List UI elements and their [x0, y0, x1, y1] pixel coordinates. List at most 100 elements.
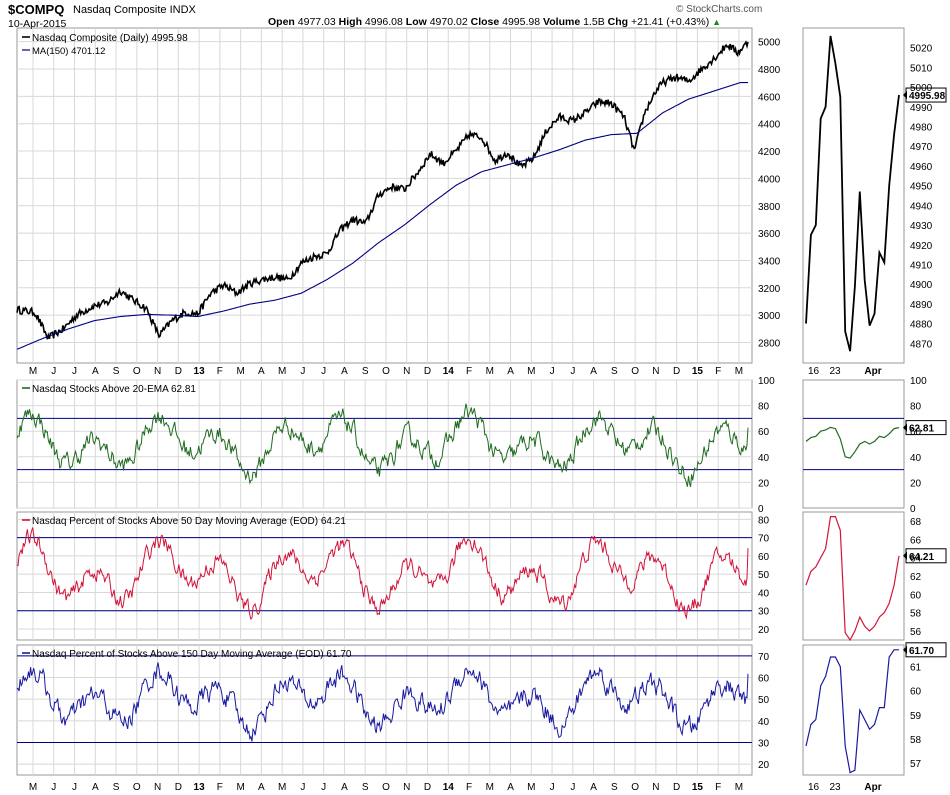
zoom-y-tick-label: 4910 — [910, 260, 933, 271]
watermark: © StockCharts.com — [676, 4, 763, 15]
pct150-series-line — [16, 662, 749, 742]
legend-price: Nasdaq Composite (Daily) 4995.98 — [32, 33, 188, 44]
x-tick-label: 14 — [443, 782, 455, 793]
last-value-pointer-icon — [903, 551, 907, 560]
y-tick-label: 4200 — [758, 147, 781, 158]
zoom-y-tick-label: 0 — [910, 504, 916, 515]
symbol: $COMPQ — [8, 2, 65, 17]
x-tick-label: N — [154, 366, 161, 377]
x-tick-label: J — [570, 782, 575, 793]
y-tick-label: 80 — [758, 402, 770, 413]
x-tick-label: O — [133, 782, 141, 793]
x-tick-label: A — [258, 782, 265, 793]
x-tick-label: F — [466, 366, 472, 377]
zoom-y-tick-label: 4870 — [910, 339, 933, 350]
x-tick-label: M — [278, 366, 286, 377]
x-tick-label: D — [673, 366, 680, 377]
volume-value: 1.5B — [583, 16, 605, 28]
x-tick-label: A — [507, 782, 514, 793]
y-tick-label: 4800 — [758, 65, 781, 76]
x-tick-label: S — [611, 782, 618, 793]
x-tick-label: M — [486, 782, 494, 793]
x-tick-label: S — [113, 366, 120, 377]
last-value-pointer-icon — [903, 91, 907, 100]
low-label: Low — [405, 16, 427, 28]
x-tick-label: O — [631, 782, 639, 793]
x-tick-label: J — [550, 366, 555, 377]
y-tick-label: 60 — [758, 552, 770, 563]
y-tick-label: 70 — [758, 534, 770, 545]
x-tick-label: M — [236, 366, 244, 377]
zoom-y-tick-label: 61 — [910, 663, 922, 674]
zoom-y-tick-label: 64 — [910, 554, 922, 565]
zoom-y-tick-label: 56 — [910, 627, 922, 638]
x-tick-label: N — [154, 782, 161, 793]
zoom-y-tick-label: 4890 — [910, 300, 933, 311]
last-value-text: 62.81 — [909, 424, 934, 435]
y-tick-label: 50 — [758, 570, 770, 581]
zoom-frame — [802, 644, 905, 776]
y-tick-label: 3400 — [758, 256, 781, 267]
y-tick-label: 3800 — [758, 202, 781, 213]
ma150-series-line — [16, 82, 748, 350]
x-tick-label: 14 — [443, 366, 455, 377]
x-tick-label: F — [466, 782, 472, 793]
x-tick-label: S — [113, 782, 120, 793]
zoom-ema20-line — [805, 426, 900, 459]
y-tick-label: 50 — [758, 695, 770, 706]
pct50-series-line — [17, 527, 749, 621]
y-tick-label: 30 — [758, 607, 770, 618]
x-tick-label: O — [382, 366, 390, 377]
x-tick-label: D — [175, 366, 182, 377]
y-tick-label: 20 — [758, 760, 770, 771]
zoom-y-tick-label: 4930 — [910, 221, 933, 232]
x-tick-label: N — [652, 366, 659, 377]
x-tick-label: A — [92, 782, 99, 793]
up-arrow-icon: ▲ — [712, 17, 722, 27]
x-tick-label: 13 — [194, 782, 206, 793]
open-value: 4977.03 — [297, 16, 336, 28]
y-tick-label: 0 — [758, 504, 764, 515]
zoom-x-tick-label: 23 — [829, 782, 841, 793]
x-tick-label: M — [486, 366, 494, 377]
x-tick-label: J — [300, 782, 305, 793]
zoom-y-tick-label: 4940 — [910, 201, 933, 212]
y-tick-label: 80 — [758, 515, 770, 526]
y-tick-label: 4400 — [758, 120, 781, 131]
x-tick-label: 13 — [194, 366, 206, 377]
zoom-pct150-line — [805, 649, 899, 774]
zoom-frame — [802, 379, 905, 509]
zoom-x-tick-label: 16 — [808, 366, 820, 377]
y-tick-label: 60 — [758, 674, 770, 685]
legend-pct50: Nasdaq Percent of Stocks Above 50 Day Mo… — [32, 516, 346, 527]
chart-date: 10-Apr-2015 — [8, 18, 67, 30]
panel-pct150 — [16, 642, 947, 776]
zoom-y-tick-label: 60 — [910, 590, 922, 601]
main-frame — [16, 27, 753, 364]
ema20-series-line — [16, 403, 749, 487]
zoom-pct50-line — [805, 516, 900, 642]
last-value-text: 64.21 — [909, 552, 934, 563]
x-tick-label: N — [403, 782, 410, 793]
y-tick-label: 3600 — [758, 229, 781, 240]
x-tick-label: A — [341, 782, 348, 793]
zoom-y-tick-label: 4970 — [910, 142, 933, 153]
last-value-pointer-icon — [903, 423, 907, 432]
x-tick-label: O — [133, 366, 141, 377]
zoom-y-tick-label: 5000 — [910, 83, 933, 94]
y-tick-label: 4000 — [758, 174, 781, 185]
x-tick-label: N — [652, 782, 659, 793]
zoom-x-tick-label: 16 — [808, 782, 820, 793]
y-tick-label: 3000 — [758, 311, 781, 322]
zoom-y-tick-label: 66 — [910, 535, 922, 546]
x-tick-label: A — [258, 366, 265, 377]
x-tick-label: S — [362, 366, 369, 377]
x-tick-label: A — [590, 366, 597, 377]
y-tick-label: 40 — [758, 588, 770, 599]
zoom-x-tick-label: 23 — [829, 366, 841, 377]
zoom-y-tick-label: 100 — [910, 376, 927, 387]
chg-label: Chg — [607, 16, 629, 28]
x-tick-label: J — [72, 782, 77, 793]
x-tick-label: J — [72, 366, 77, 377]
